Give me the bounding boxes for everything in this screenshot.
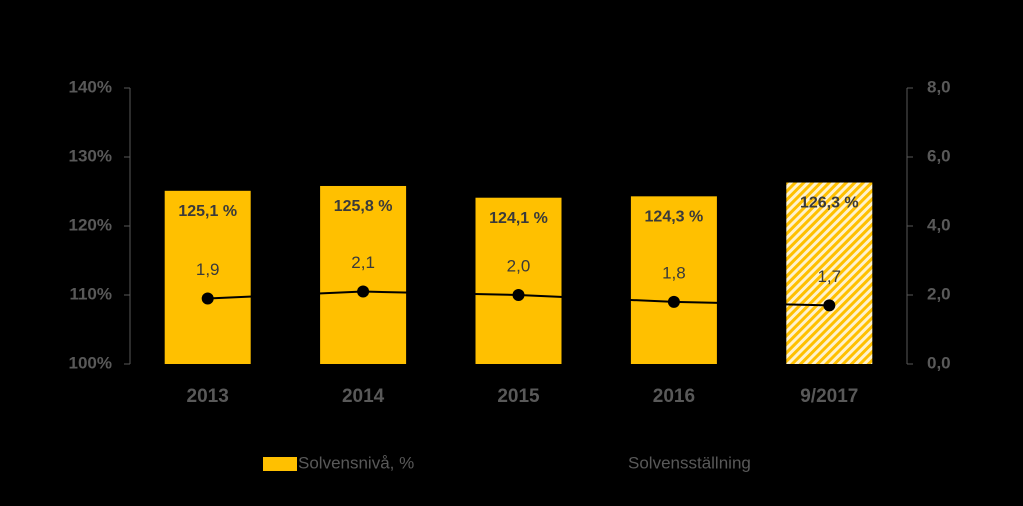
bar-value-label: 124,1 % <box>489 210 548 227</box>
y-tick-label: 130% <box>69 146 112 165</box>
line-point <box>667 295 680 308</box>
bar <box>630 196 717 364</box>
y2-tick-label: 2,0 <box>927 284 951 303</box>
y2-tick-label: 8,0 <box>927 77 951 96</box>
y-tick-label: 110% <box>69 284 112 303</box>
y-tick-label: 140% <box>69 77 112 96</box>
y2-tick-label: 4,0 <box>927 215 951 234</box>
line-value-label: 1,8 <box>662 263 686 282</box>
x-tick-label: 2015 <box>497 386 540 407</box>
line-point <box>357 285 370 298</box>
line-value-label: 2,1 <box>351 253 375 272</box>
bar-value-label: 124,3 % <box>645 209 704 226</box>
bar <box>320 185 407 364</box>
bar <box>475 197 562 364</box>
x-tick-label: 2014 <box>342 386 385 407</box>
x-tick-label: 2016 <box>653 386 695 407</box>
line-point <box>823 299 836 312</box>
bar-value-label: 125,8 % <box>334 198 393 215</box>
legend-swatch <box>263 457 297 471</box>
y2-tick-label: 0,0 <box>927 353 951 372</box>
y2-tick-label: 6,0 <box>927 146 951 165</box>
line-value-label: 2,0 <box>507 256 531 275</box>
line-value-label: 1,7 <box>817 267 841 286</box>
y-tick-label: 120% <box>69 215 112 234</box>
bar-value-label: 126,3 % <box>800 195 859 212</box>
x-tick-label: 9/2017 <box>800 386 858 407</box>
bar <box>786 182 873 364</box>
line-value-label: 1,9 <box>196 260 220 279</box>
bar-value-label: 125,1 % <box>178 203 237 220</box>
x-tick-label: 2013 <box>187 386 229 407</box>
legend-label: Solvensnivå, % <box>298 453 414 472</box>
y-tick-label: 100% <box>69 353 112 372</box>
line-point <box>512 289 525 301</box>
bar <box>164 190 251 364</box>
legend-label: Solvensställning <box>628 453 751 472</box>
line-point <box>201 292 214 305</box>
